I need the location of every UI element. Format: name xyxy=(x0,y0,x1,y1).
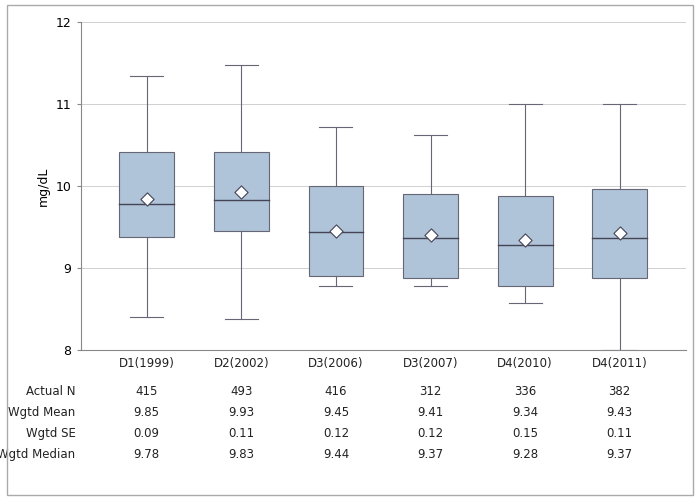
Text: 416: 416 xyxy=(325,385,347,398)
Text: 9.83: 9.83 xyxy=(228,448,254,461)
Text: 9.44: 9.44 xyxy=(323,448,349,461)
Bar xyxy=(309,186,363,276)
Point xyxy=(519,236,531,244)
Point xyxy=(425,230,436,238)
Text: 415: 415 xyxy=(136,385,158,398)
Text: D2(2002): D2(2002) xyxy=(214,358,269,370)
Point xyxy=(614,229,625,237)
Text: D1(1999): D1(1999) xyxy=(119,358,175,370)
Text: 336: 336 xyxy=(514,385,536,398)
Text: 9.45: 9.45 xyxy=(323,406,349,419)
Bar xyxy=(214,152,269,232)
Text: D4(2011): D4(2011) xyxy=(592,358,648,370)
Text: 0.15: 0.15 xyxy=(512,427,538,440)
Point xyxy=(141,194,153,202)
Bar xyxy=(592,188,648,278)
Text: D4(2010): D4(2010) xyxy=(498,358,553,370)
Text: 0.12: 0.12 xyxy=(417,427,444,440)
Text: Wgtd Mean: Wgtd Mean xyxy=(8,406,76,419)
Text: Actual N: Actual N xyxy=(26,385,76,398)
Point xyxy=(236,188,247,196)
Text: D3(2007): D3(2007) xyxy=(402,358,458,370)
Text: D3(2006): D3(2006) xyxy=(308,358,364,370)
Text: 0.09: 0.09 xyxy=(134,427,160,440)
Text: 9.37: 9.37 xyxy=(417,448,444,461)
Point xyxy=(330,228,342,235)
Text: 312: 312 xyxy=(419,385,442,398)
Text: 0.11: 0.11 xyxy=(228,427,254,440)
Text: Wgtd SE: Wgtd SE xyxy=(26,427,76,440)
Bar xyxy=(403,194,458,278)
Text: 493: 493 xyxy=(230,385,253,398)
Text: 0.11: 0.11 xyxy=(607,427,633,440)
Text: 9.37: 9.37 xyxy=(607,448,633,461)
Y-axis label: mg/dL: mg/dL xyxy=(37,166,50,206)
Bar xyxy=(119,152,174,237)
Text: 9.93: 9.93 xyxy=(228,406,254,419)
Text: Wgtd Median: Wgtd Median xyxy=(0,448,76,461)
Text: 9.43: 9.43 xyxy=(607,406,633,419)
Text: 9.78: 9.78 xyxy=(134,448,160,461)
Text: 0.12: 0.12 xyxy=(323,427,349,440)
Text: 382: 382 xyxy=(608,385,631,398)
Text: 9.41: 9.41 xyxy=(417,406,444,419)
Text: 9.28: 9.28 xyxy=(512,448,538,461)
Text: 9.85: 9.85 xyxy=(134,406,160,419)
Text: 9.34: 9.34 xyxy=(512,406,538,419)
Bar xyxy=(498,196,552,286)
